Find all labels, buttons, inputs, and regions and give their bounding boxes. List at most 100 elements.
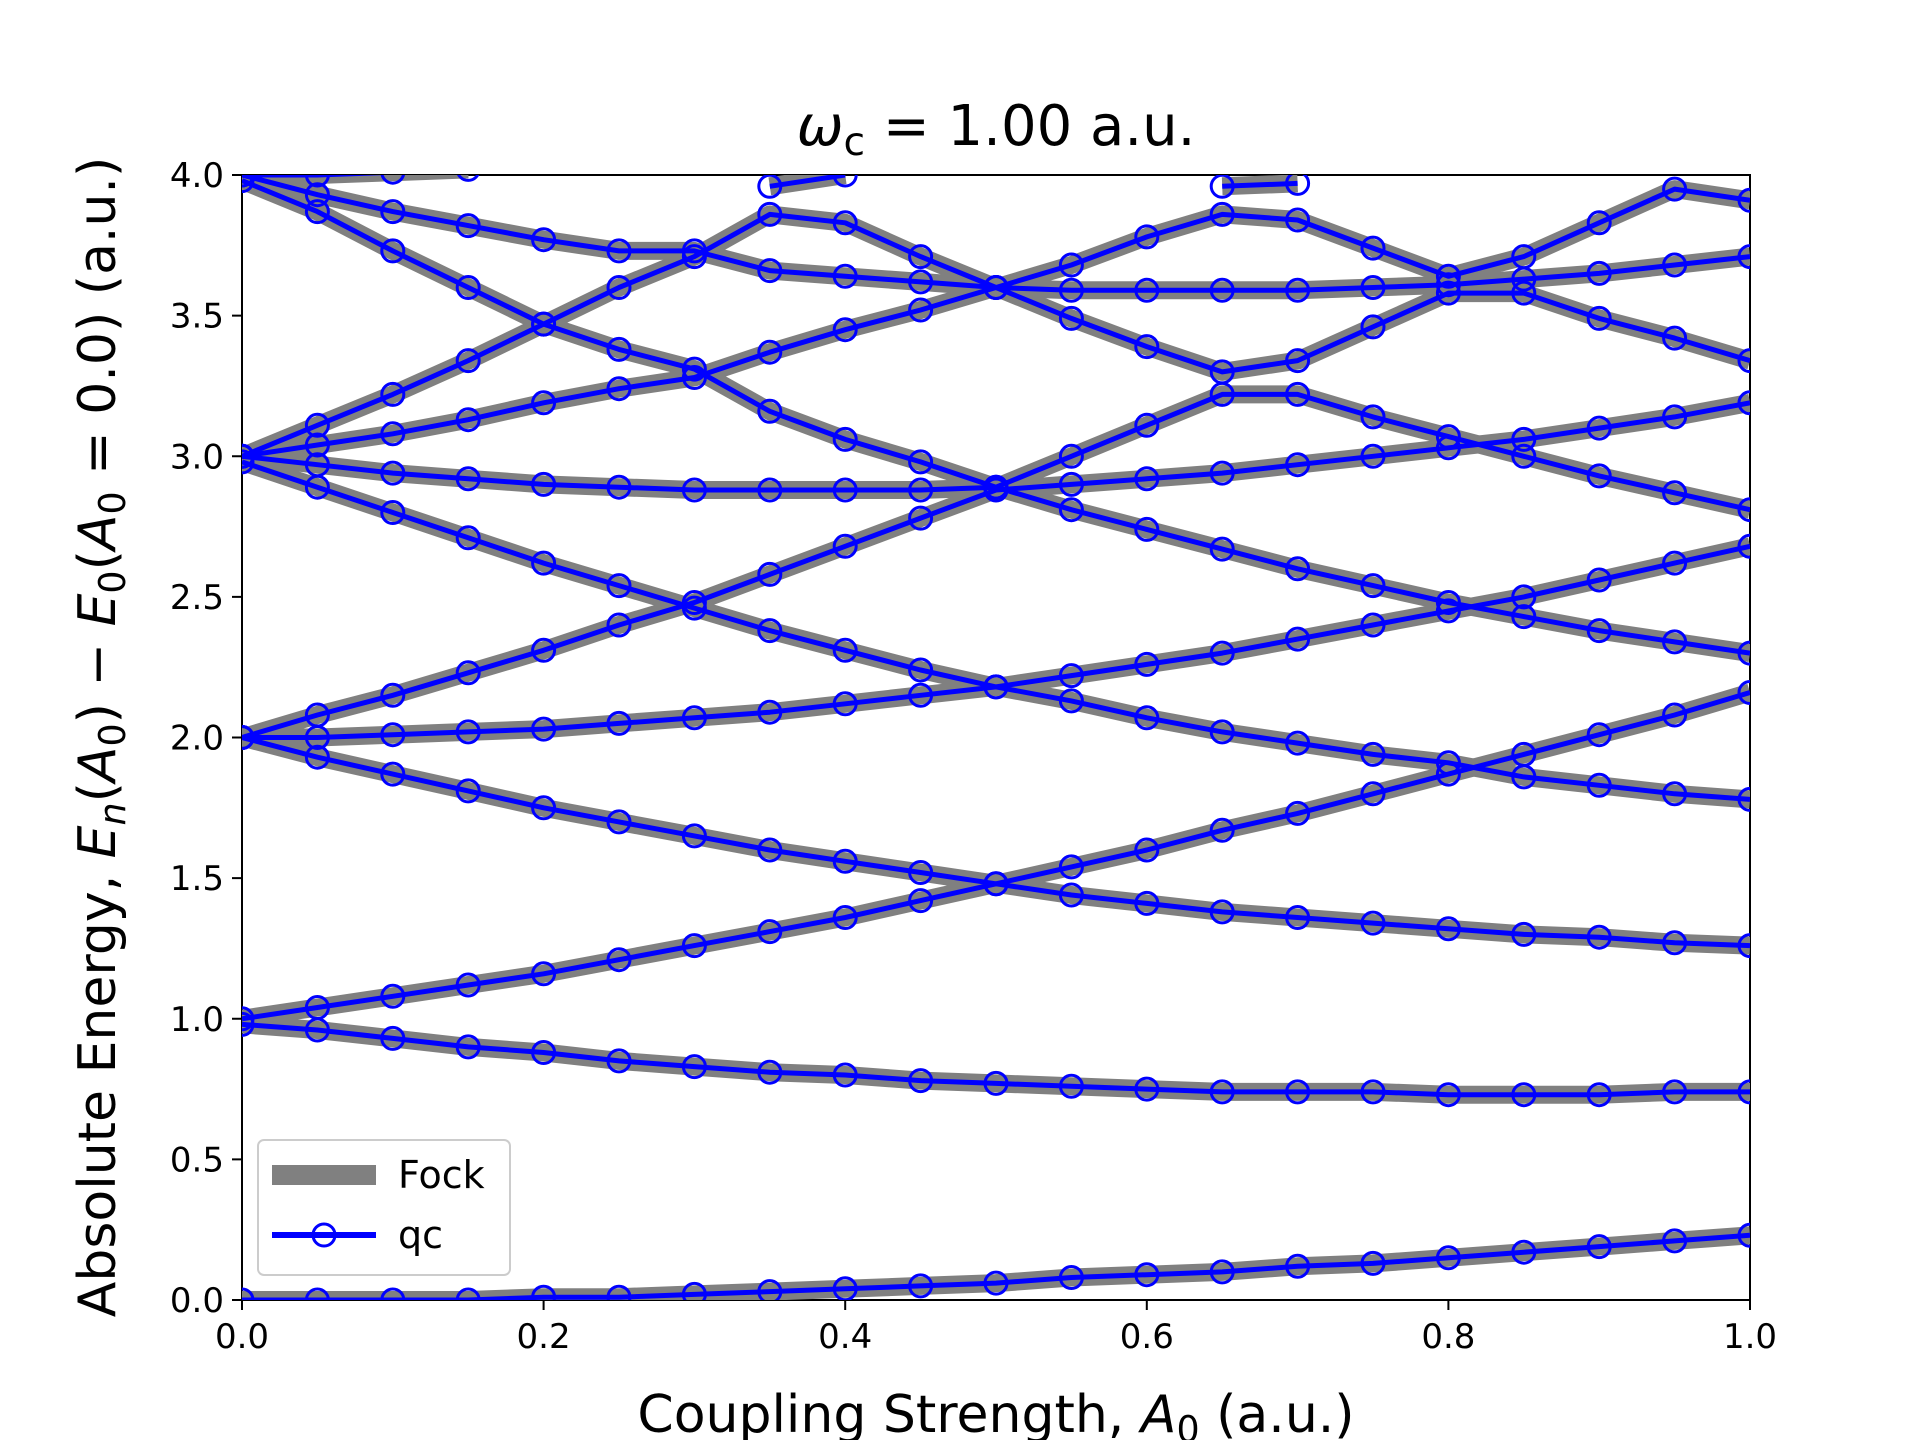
qc-point-6-16 (1435, 750, 1461, 776)
qc-point-11-18 (1586, 305, 1612, 331)
qc-point-10-8 (832, 426, 858, 452)
qc-point-12-7 (757, 175, 783, 199)
qc-point-2-18 (1586, 722, 1612, 748)
qc-point-6-2 (380, 500, 406, 525)
fock-line-12 (242, 175, 1298, 196)
qc-point-8-2 (380, 421, 406, 447)
qc-point-7-14 (1285, 556, 1311, 582)
qc-point-1-3 (455, 1034, 481, 1060)
qc-point-5-7 (757, 561, 783, 587)
fock-line-4 (242, 537, 1750, 747)
qc-point-9-11 (1058, 252, 1084, 278)
qc-point-5-5 (606, 612, 632, 638)
qc-point-11-3 (455, 213, 481, 239)
series-layer (242, 175, 1750, 1300)
qc-point-11-13 (1209, 359, 1235, 385)
qc-point-5-14 (1285, 452, 1311, 478)
qc-point-8-19 (1662, 252, 1688, 278)
qc-point-3-7 (757, 837, 783, 863)
qc-point-12-8 (832, 175, 858, 188)
qc-point-10-1 (304, 199, 330, 225)
y-tick-label-2: 1.0 (170, 1000, 224, 1040)
qc-point-11-11 (1058, 305, 1084, 331)
qc-point-5-12 (1134, 466, 1160, 492)
qc-point-8-20 (1737, 244, 1750, 270)
y-tick-label-1: 0.5 (170, 1140, 224, 1180)
qc-point-3-9 (908, 860, 934, 885)
qc-point-6-9 (908, 657, 934, 683)
legend-qc-marker (311, 1222, 337, 1248)
qc-point-1-10 (983, 1070, 1009, 1096)
qc-point-8-14 (1285, 277, 1311, 303)
qc-point-3-20 (1737, 933, 1750, 959)
qc-point-8-5 (606, 376, 632, 402)
qc-point-7-5 (606, 474, 632, 500)
qc-point-9-12 (1134, 224, 1160, 250)
qc-point-3-10 (983, 871, 1009, 897)
qc-point-4-2 (380, 722, 406, 748)
qc-point-9-2 (380, 381, 406, 407)
qc-line-1 (242, 1021, 1750, 1098)
qc-point-8-13 (1209, 277, 1235, 303)
qc-point-11-1 (304, 182, 330, 208)
qc-point-1-15 (1360, 1079, 1386, 1105)
qc-point-1-19 (1662, 1079, 1688, 1105)
qc-point-8-3 (455, 407, 481, 433)
y-axis: 0.0 0.5 1.0 1.5 2.0 2.5 3.0 3.5 4.0 (170, 156, 242, 1321)
qc-point-1-13 (1209, 1079, 1235, 1105)
qc-point-9-15 (1360, 235, 1386, 261)
qc-point-0-14 (1285, 1253, 1311, 1279)
qc-point-1-4 (531, 1040, 557, 1065)
qc-point-7-15 (1360, 573, 1386, 599)
qc-point-1-5 (606, 1048, 632, 1074)
qc-point-10-9 (908, 449, 934, 475)
qc-line-6 (242, 459, 1750, 802)
qc-point-10-3 (455, 275, 481, 300)
qc-point-0-20 (1737, 1222, 1750, 1248)
qc-point-0-10 (983, 1270, 1009, 1296)
qc-point-2-20 (1737, 680, 1750, 705)
qc-point-3-19 (1662, 930, 1688, 956)
qc-point-3-18 (1586, 924, 1612, 950)
qc-point-0-15 (1360, 1250, 1386, 1276)
qc-point-5-9 (908, 505, 934, 531)
qc-point-0-12 (1134, 1262, 1160, 1288)
qc-point-11-16 (1435, 280, 1461, 306)
qc-point-8-9 (908, 297, 934, 323)
qc-point-6-5 (606, 573, 632, 599)
y-axis-label: Absolute Energy, En(A0) − E0(A0 = 0.0) (… (68, 157, 134, 1317)
qc-line-5 (242, 400, 1750, 740)
qc-point-9-0 (242, 443, 255, 469)
qc-point-4-3 (455, 719, 481, 745)
qc-line-0 (242, 1232, 1750, 1300)
qc-point-7-4 (531, 471, 557, 497)
qc-point-9-1 (304, 412, 330, 438)
x-tick-label-5: 1.0 (1723, 1317, 1777, 1357)
qc-point-11-2 (380, 199, 406, 225)
qc-point-7-7 (757, 477, 783, 503)
qc-point-10-10 (983, 474, 1009, 500)
qc-point-7-19 (1662, 629, 1688, 655)
qc-point-0-2 (380, 1287, 406, 1300)
qc-point-2-19 (1662, 702, 1688, 728)
qc-point-9-13 (1209, 201, 1235, 227)
qc-point-9-9 (908, 244, 934, 270)
qc-point-6-6 (681, 595, 707, 621)
qc-point-10-20 (1737, 497, 1750, 523)
qc-point-0-17 (1511, 1239, 1537, 1265)
qc-point-3-17 (1511, 921, 1537, 947)
qc-point-8-18 (1586, 260, 1612, 286)
legend-fock-label: Fock (398, 1153, 485, 1197)
qc-point-8-15 (1360, 275, 1386, 300)
qc-point-6-3 (455, 525, 481, 551)
qc-point-0-4 (531, 1284, 557, 1300)
qc-point-4-11 (1058, 663, 1084, 689)
x-tick-label-4: 0.8 (1421, 1317, 1475, 1357)
qc-point-0-13 (1209, 1259, 1235, 1285)
qc-point-7-16 (1435, 590, 1461, 615)
qc-point-5-19 (1662, 404, 1688, 430)
qc-point-4-7 (757, 699, 783, 725)
qc-point-1-17 (1511, 1082, 1537, 1108)
qc-point-7-11 (1058, 497, 1084, 523)
qc-point-3-12 (1134, 890, 1160, 916)
